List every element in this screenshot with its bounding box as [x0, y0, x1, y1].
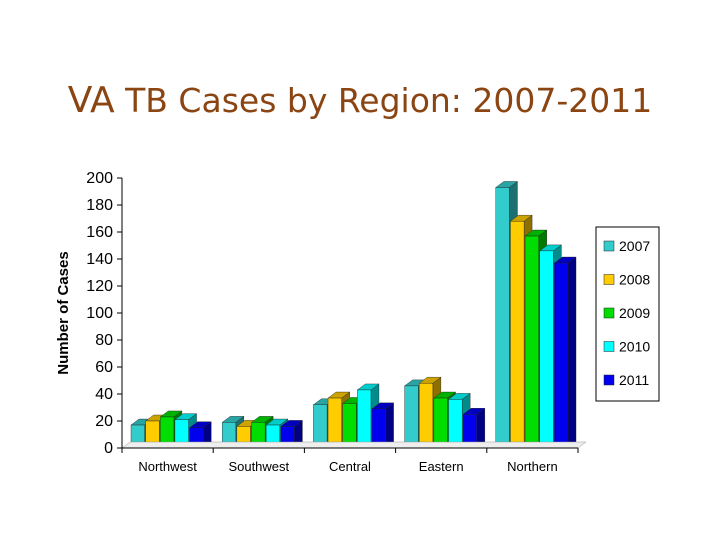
x-tick-label: Central [329, 459, 371, 474]
legend-label: 2011 [619, 372, 649, 388]
bar-front [539, 250, 554, 449]
chart-floor [121, 441, 587, 449]
title-rest: TB Cases by Region: 2007-2011 [114, 81, 653, 120]
legend-swatch [603, 374, 615, 386]
y-tick-label: 180 [86, 197, 113, 214]
legend-label: 2008 [619, 272, 650, 288]
y-tick-label: 140 [86, 251, 113, 268]
y-axis-label: Number of Cases [55, 251, 72, 374]
bar-front [510, 220, 525, 449]
y-tick-label: 160 [86, 224, 113, 241]
legend-swatch [603, 240, 615, 252]
y-tick-label: 60 [95, 359, 113, 376]
bar [553, 256, 577, 449]
bar-front [327, 397, 342, 449]
bar-front [554, 262, 569, 449]
legend-label: 2009 [619, 305, 650, 321]
x-tick-label: Eastern [419, 459, 464, 474]
y-tick-label: 0 [104, 440, 113, 457]
bar [462, 407, 486, 449]
bar-front [419, 383, 434, 449]
bar-front [342, 403, 357, 449]
legend-item: 2011 [603, 372, 649, 388]
bar-front [357, 389, 372, 449]
y-tick-label: 80 [95, 332, 113, 349]
bar-front [404, 385, 419, 449]
x-tick-label: Northern [507, 459, 558, 474]
x-tick-label: Southwest [228, 459, 289, 474]
legend: 2007 2008 2009 2010 2011 [595, 226, 660, 402]
legend-item: 2007 [603, 238, 650, 254]
bar-side [385, 402, 394, 449]
y-tick-label: 40 [95, 386, 113, 403]
axes-layer: 0 20 40 60 80 100 120 140 160 180 200 Northwest Sout… [55, 170, 587, 474]
y-tick-label: 100 [86, 305, 113, 322]
bar-front [448, 399, 463, 449]
y-tick-label: 20 [95, 413, 113, 430]
legend-item: 2008 [603, 272, 650, 288]
bars-layer [130, 181, 577, 449]
bar-side [567, 256, 577, 449]
title-prefix: VA [67, 80, 115, 121]
legend-label: 2007 [619, 238, 650, 254]
legend-swatch [603, 307, 615, 319]
legend-item: 2010 [603, 339, 650, 355]
bar-front [524, 235, 539, 449]
legend-swatch [603, 274, 615, 285]
bar-front [433, 397, 448, 449]
x-tick-label: Northwest [138, 459, 197, 474]
bar [371, 402, 395, 449]
legend-label: 2010 [619, 339, 650, 355]
bar-front [495, 187, 510, 449]
y-tick-label: 200 [86, 170, 113, 187]
bar-front [313, 404, 328, 449]
legend-item: 2009 [603, 305, 650, 321]
legend-swatch [603, 341, 615, 352]
y-tick-label: 120 [86, 278, 113, 295]
chart-title: VA TB Cases by Region: 2007-2011 [0, 80, 720, 121]
